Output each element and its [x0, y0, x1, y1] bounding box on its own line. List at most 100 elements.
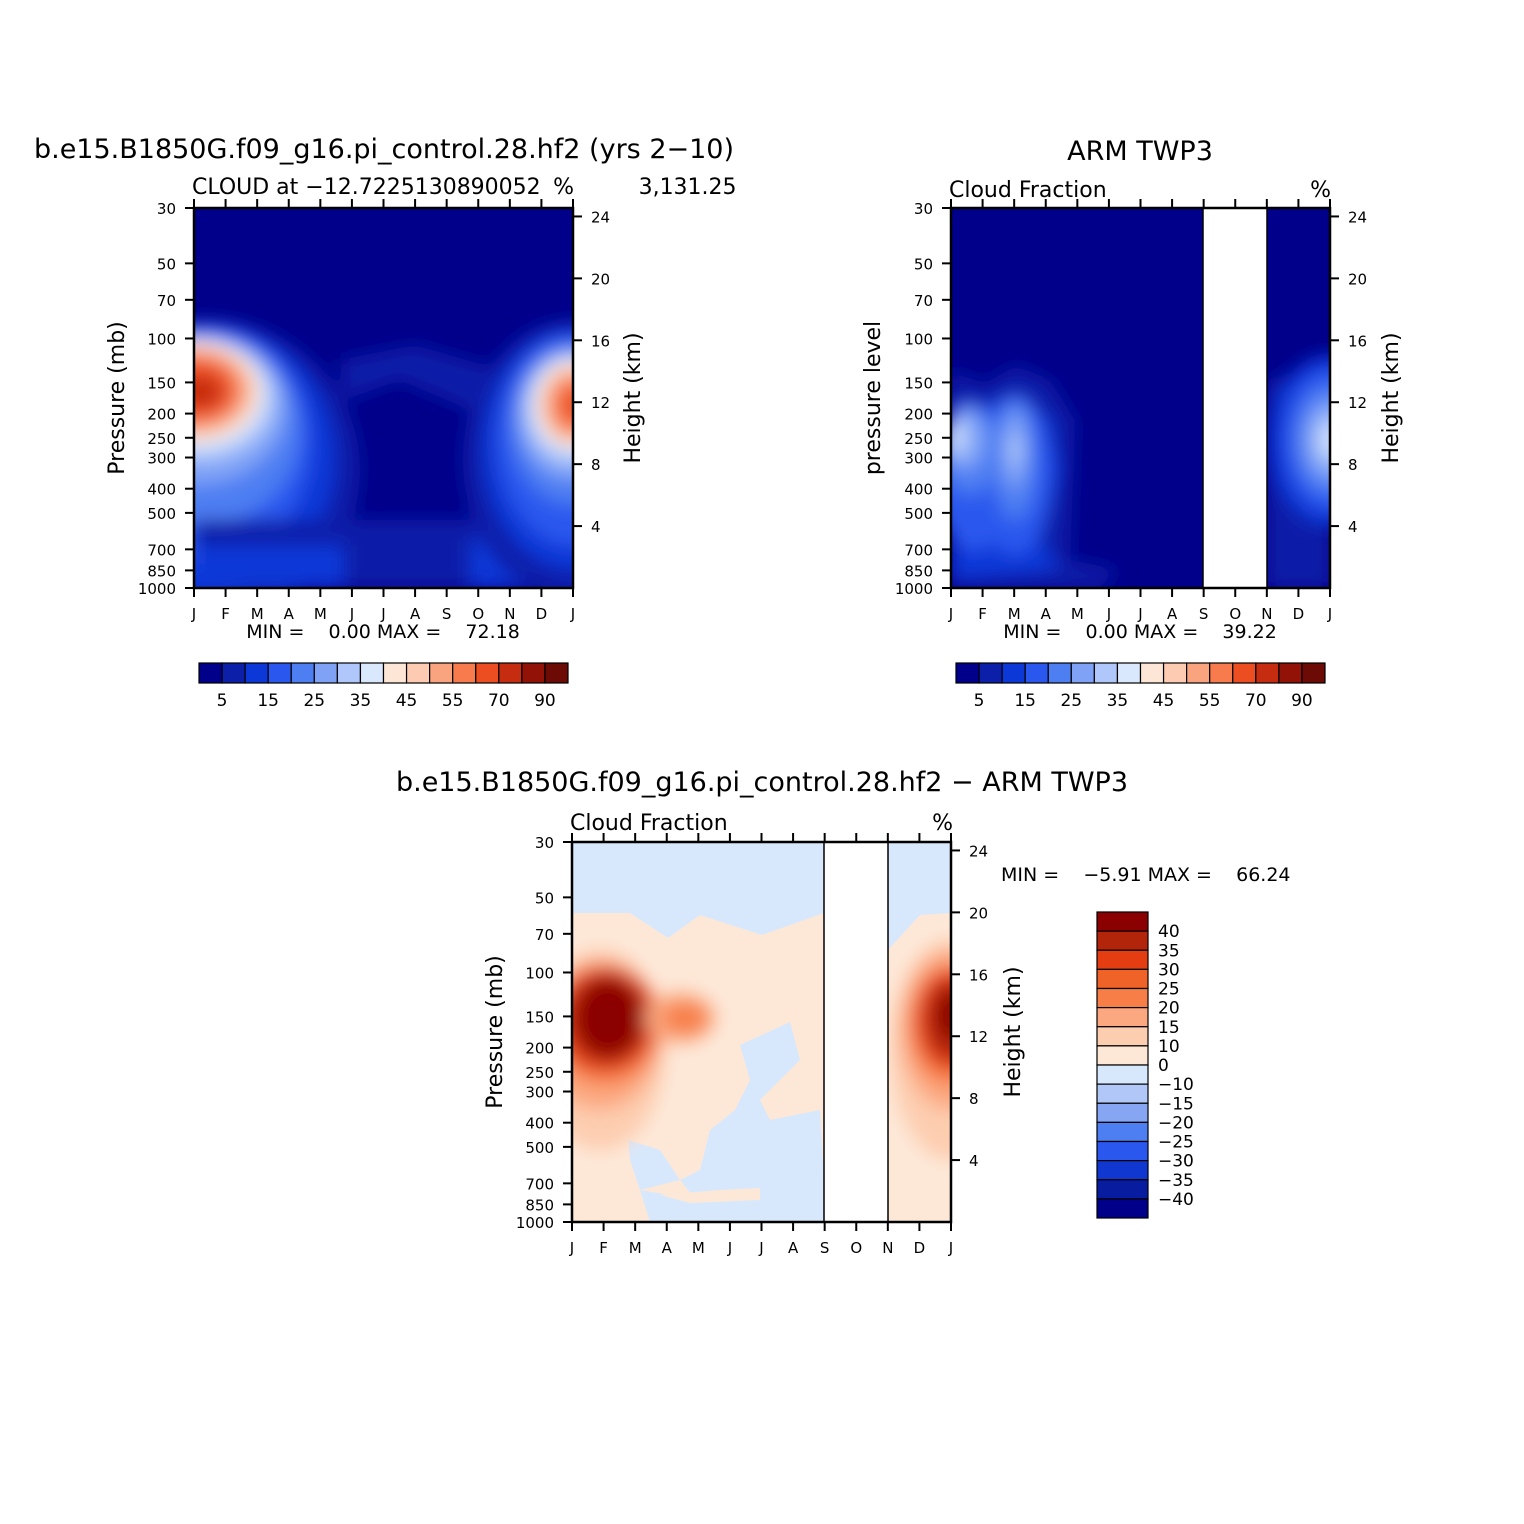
y-tick-label: 300: [525, 1084, 554, 1102]
y-tick-label: 500: [904, 505, 933, 523]
colorbar-box: [1278, 662, 1303, 684]
colorbar-box: [267, 662, 292, 684]
y-tick-label-right: 12: [591, 394, 610, 412]
colorbar-box: [1070, 662, 1095, 684]
x-tick-label: F: [599, 1239, 608, 1257]
panel-title: b.e15.B1850G.f09_g16.pi_control.28.hf2 (…: [34, 134, 734, 165]
colorbar-label: 40: [1158, 922, 1180, 942]
colorbar-label: 25: [303, 691, 325, 711]
colorbar-box: [1162, 662, 1188, 684]
x-tick-label: S: [442, 605, 452, 623]
colorbar-label: 15: [1014, 691, 1036, 711]
colorbar-box: [544, 662, 569, 684]
panel-units: %: [1310, 178, 1331, 203]
colorbar-label: −20: [1158, 1113, 1194, 1133]
colorbar-box: [359, 662, 385, 684]
colorbar-label: 0: [1158, 1056, 1169, 1076]
colorbar-label: −40: [1158, 1190, 1194, 1210]
y-axis-label: pressure level: [861, 321, 886, 475]
y-tick-label: 1000: [895, 580, 933, 598]
y-tick-label-right: 4: [969, 1152, 979, 1170]
y-tick-label: 100: [147, 330, 176, 348]
x-tick-label: J: [569, 1239, 574, 1257]
y-tick-label-right: 24: [591, 208, 610, 226]
y-tick-label-right: 16: [969, 966, 988, 984]
colorbar-label: 10: [1158, 1037, 1180, 1057]
x-tick-label: O: [1229, 605, 1241, 623]
y-tick-label: 700: [904, 541, 933, 559]
y-tick-label: 850: [525, 1196, 554, 1214]
colorbar-box: [1096, 930, 1149, 951]
colorbar-label: 35: [350, 691, 372, 711]
y-tick-label: 70: [157, 292, 176, 310]
contour-field: [572, 842, 951, 1222]
x-tick-label: A: [410, 605, 421, 623]
x-tick-label: J: [380, 605, 385, 623]
y-tick-label: 300: [147, 450, 176, 468]
colorbar-box: [313, 662, 338, 684]
y-tick-label-right: 12: [1348, 394, 1367, 412]
x-tick-label: J: [349, 605, 354, 623]
colorbar-box: [1096, 968, 1149, 990]
stats-text: MIN = 0.00 MAX = 39.22: [1003, 621, 1277, 643]
colorbar-box: [1301, 662, 1326, 684]
y-axis-label-right: Height (km): [1379, 332, 1404, 463]
y-tick-label-right: 8: [1348, 456, 1358, 474]
y-tick-label-right: 12: [969, 1028, 988, 1046]
y-tick-label-right: 24: [1348, 208, 1367, 226]
colorbar-box: [198, 662, 223, 684]
panel-model: b.e15.B1850G.f09_g16.pi_control.28.hf2 (…: [34, 134, 737, 711]
x-tick-label: J: [948, 1239, 953, 1257]
colorbar-box: [290, 662, 315, 684]
colorbar-box: [244, 662, 269, 684]
x-tick-label: J: [1106, 605, 1111, 623]
y-tick-label: 250: [147, 430, 176, 448]
x-tick-label: J: [948, 605, 953, 623]
colorbar-box: [221, 662, 246, 684]
colorbar-label: 5: [217, 691, 228, 711]
y-axis-label-right: Height (km): [621, 332, 646, 463]
colorbar-label: 55: [1199, 691, 1221, 711]
y-tick-label: 30: [914, 200, 933, 218]
colorbar-box: [1186, 662, 1211, 684]
y-tick-label: 250: [904, 430, 933, 448]
colorbar-box: [1096, 1121, 1149, 1143]
y-tick-label: 250: [525, 1064, 554, 1082]
colorbar-box: [1096, 1179, 1149, 1200]
y-tick-label: 150: [904, 374, 933, 392]
colorbar-box: [1096, 1102, 1149, 1123]
colorbar-label: 35: [1107, 691, 1129, 711]
y-tick-label-right: 8: [969, 1090, 979, 1108]
x-tick-label: A: [1041, 605, 1052, 623]
x-tick-label: A: [284, 605, 295, 623]
colorbar-box: [1209, 662, 1234, 684]
colorbar: 5 15 25 35 45 55 70 90: [198, 662, 569, 711]
x-tick-label: M: [692, 1239, 705, 1257]
y-tick-label-right: 4: [591, 518, 601, 536]
colorbar-label: 70: [488, 691, 510, 711]
x-tick-label: J: [758, 1239, 763, 1257]
colorbar-label: 20: [1158, 999, 1180, 1019]
colorbar-label: 35: [1158, 941, 1180, 961]
colorbar-box: [1024, 662, 1049, 684]
x-tick-label: J: [727, 1239, 732, 1257]
x-tick-label: D: [536, 605, 548, 623]
colorbar-box: [1096, 1007, 1149, 1028]
panel-difference: b.e15.B1850G.f09_g16.pi_control.28.hf2 −…: [396, 767, 1291, 1257]
y-tick-label: 1000: [516, 1214, 554, 1232]
y-tick-label-right: 16: [1348, 332, 1367, 350]
panel-title: ARM TWP3: [1067, 136, 1213, 167]
y-tick-label: 50: [535, 889, 554, 907]
y-tick-label: 400: [904, 481, 933, 499]
colorbar-box: [1096, 1140, 1149, 1162]
y-tick-label: 850: [147, 562, 176, 580]
y-tick-label-right: 20: [969, 904, 988, 922]
y-tick-label-right: 4: [1348, 518, 1358, 536]
y-axis-label-right: Height (km): [1001, 966, 1026, 1097]
colorbar-label: −25: [1158, 1133, 1194, 1153]
colorbar-box: [1096, 1160, 1149, 1181]
colorbar-label: 25: [1060, 691, 1082, 711]
colorbar-box: [955, 662, 980, 684]
y-tick-label-right: 20: [591, 270, 610, 288]
colorbar-box: [452, 662, 477, 684]
